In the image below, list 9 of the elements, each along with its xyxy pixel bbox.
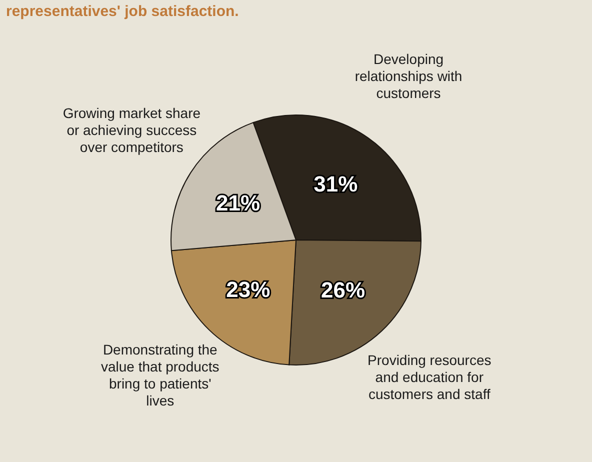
chart-title: representatives' job satisfaction. — [6, 3, 239, 20]
slice-label: Developing relationships with customers — [354, 50, 462, 101]
data-label: 26% — [321, 278, 366, 303]
data-label: 23% — [226, 276, 270, 302]
slice-label: Demonstrating the value that products bring to patients' lives — [101, 341, 220, 408]
slice-label: Providing resources and education for customers and staff — [368, 352, 492, 402]
data-label: 31% — [314, 171, 358, 196]
slice-label: Growing market share or achieving success over competitors — [62, 105, 201, 156]
data-label: 21% — [216, 190, 260, 216]
